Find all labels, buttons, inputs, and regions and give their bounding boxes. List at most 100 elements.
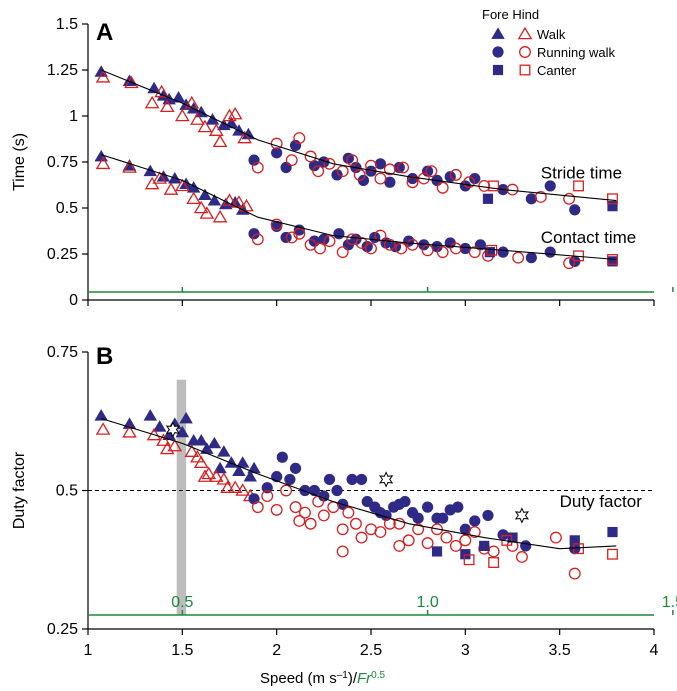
panel-b-fore-canter-point <box>607 526 618 538</box>
legend-hind-circle <box>519 46 531 58</box>
x-axis-label-exponent: –1 <box>337 670 349 681</box>
panel-a-hind-running-walk-point <box>374 172 387 185</box>
panel-b-hind-running-walk-point <box>349 517 362 530</box>
panel-a-hind-running-walk-point <box>323 235 336 248</box>
legend-items: Walk Running walk Canter <box>491 26 616 78</box>
panel-b-fore-running-walk-point <box>261 482 273 494</box>
panel-a-hind-running-walk-point <box>383 163 396 176</box>
panel-b-label: B <box>96 343 113 370</box>
panel-b-fore-canter-point <box>569 535 580 546</box>
panel-a-hind-walk-point <box>159 99 175 113</box>
panel-a-hind-running-walk-point <box>395 242 408 255</box>
panel-a-hind-walk-point <box>222 193 237 206</box>
panel-a-fore-running-walk-point <box>497 246 509 258</box>
panel-a-hind-running-walk-point <box>365 242 377 255</box>
panel-a-fore-walk-point <box>156 170 171 182</box>
panel-b-hind-running-walk-point <box>342 506 355 519</box>
panel-b-fore-canter-point <box>460 549 471 560</box>
panel-a-hind-running-walk-point <box>285 154 298 167</box>
panel-a-hind-running-walk-point <box>355 237 368 249</box>
panel-b-hind-running-walk-point <box>449 539 462 552</box>
panel-a-hind-walk-point <box>95 70 111 83</box>
panel-b-y-axis-label: Duty factor <box>11 451 28 529</box>
panel-b-hind-running-walk-point <box>468 526 481 539</box>
panel-b-x-tick-label: 4 <box>650 642 659 659</box>
legend-label: Walk <box>537 27 566 42</box>
panel-a-y-tick-label: 1 <box>69 108 78 125</box>
panel-a-hind-walk-point <box>212 209 228 223</box>
panel-b-annotation: Duty factor <box>560 492 643 511</box>
panel-b-froude-tick-label: 1.0 <box>416 594 438 611</box>
panel-a-hind-running-walk-point <box>506 183 519 196</box>
x-axis-label: Speed (m s–1)/Fr0.5 <box>260 670 386 688</box>
panel-b-hind-running-walk-point <box>327 501 340 514</box>
legend-header: Fore Hind <box>482 7 539 22</box>
panel-a-hind-canter-point <box>488 180 500 192</box>
panel-b-hind-running-walk-point <box>317 509 330 522</box>
panel-a-hind-walk-point <box>208 123 224 136</box>
panel-b-hind-running-walk-point <box>421 537 434 550</box>
panel-b-hind-canter-point <box>488 557 500 568</box>
panel-a-fore-running-walk-point <box>525 193 537 205</box>
panel-a-hind-running-walk-point <box>563 257 576 270</box>
panel-a-hind-walk-point <box>152 171 168 184</box>
panel-a-hind-walk-point <box>239 198 254 212</box>
panel-b-fore-running-walk-point <box>437 512 449 524</box>
panel-a-fore-running-walk-point <box>544 180 556 192</box>
panel-b-speed-band <box>176 379 187 615</box>
legend-hind-triangle <box>517 26 533 40</box>
panel-a-hind-running-walk-point <box>397 161 410 174</box>
panel-b-fore-running-walk-point <box>469 515 481 527</box>
panel-a-hind-running-walk-point <box>353 168 366 181</box>
panel-b-hind-walk-point <box>227 480 243 493</box>
panel-a-fore-walk-point <box>198 188 212 201</box>
panel-a-hind-walk-point <box>175 108 190 122</box>
panel-a-hind-running-walk-point <box>563 192 576 205</box>
panel-a-fit-line <box>101 154 617 261</box>
panel-b-x-tick-label: 3.5 <box>549 642 571 659</box>
panel-a-hind-running-walk-point <box>336 246 349 259</box>
legend-hind-square <box>519 64 531 76</box>
panel-a-fore-canter-point <box>482 193 494 204</box>
panel-b-hind-walk-point <box>220 480 235 493</box>
panel-a-hind-walk-point <box>144 95 160 109</box>
panel-b-hind-running-walk-point <box>355 531 368 544</box>
panel-b-fore-canter-point <box>507 532 518 543</box>
panel-b-hind-running-walk-point <box>402 534 415 547</box>
panel-a-hind-running-walk-point <box>270 218 283 231</box>
panel-a: 0 0.25 0.5 0.75 1 1.25 1.5 A Time (s) Stride time… <box>11 16 674 309</box>
panel-a-annotation: Contact time <box>541 228 636 247</box>
legend-fore-square <box>492 64 504 76</box>
panel-b-star-marker <box>165 421 181 438</box>
panel-a-hind-running-walk-point <box>285 231 298 244</box>
panel-a-y-tick-label: 1.25 <box>47 62 78 79</box>
panel-b-fore-running-walk-point <box>299 484 311 497</box>
panel-a-y-axis-label: Time (s) <box>11 133 28 191</box>
legend-fore-triangle <box>491 27 505 39</box>
panel-b-hind-walk-point <box>184 444 200 457</box>
panel-b-x-tick-label: 1 <box>84 642 93 659</box>
panel-a-hind-running-walk-point <box>449 168 462 181</box>
panel-b-fore-running-walk-point <box>346 473 358 486</box>
panel-b-fore-running-walk-point <box>452 501 464 513</box>
panel-b-hind-running-walk-point <box>440 531 453 544</box>
panel-a-fore-running-walk-point <box>544 246 556 258</box>
panel-a-hind-canter-point <box>573 180 584 192</box>
panel-b-hind-running-walk-point <box>304 517 317 530</box>
panel-b-froude-tick-label: 0.5 <box>171 594 193 611</box>
panel-a-hind-running-walk-point <box>293 227 306 240</box>
panel-a-hind-walk-point <box>197 119 213 133</box>
panel-b-fore-walk-point <box>194 434 208 446</box>
panel-a-hind-canter-point <box>607 193 618 205</box>
panel-a-hind-running-walk-point <box>463 176 476 189</box>
panel-b: 1 1.5 2 2.5 3 3.5 4 0.25 0.5 0.75 0.5 1.0 1.5 B Duty f… <box>11 343 677 659</box>
panel-b-fore-running-walk-point <box>323 473 336 486</box>
panel-a-fore-running-walk-point <box>525 252 537 264</box>
panel-a-y-tick-label: 0.5 <box>56 200 78 217</box>
panel-a-hind-walk-point <box>186 191 201 205</box>
panel-a-hind-running-walk-point <box>312 165 325 178</box>
panel-b-hind-walk-point <box>208 469 224 482</box>
panel-b-hind-running-walk-point <box>412 523 425 536</box>
panel-b-hind-walk-point <box>190 449 205 463</box>
